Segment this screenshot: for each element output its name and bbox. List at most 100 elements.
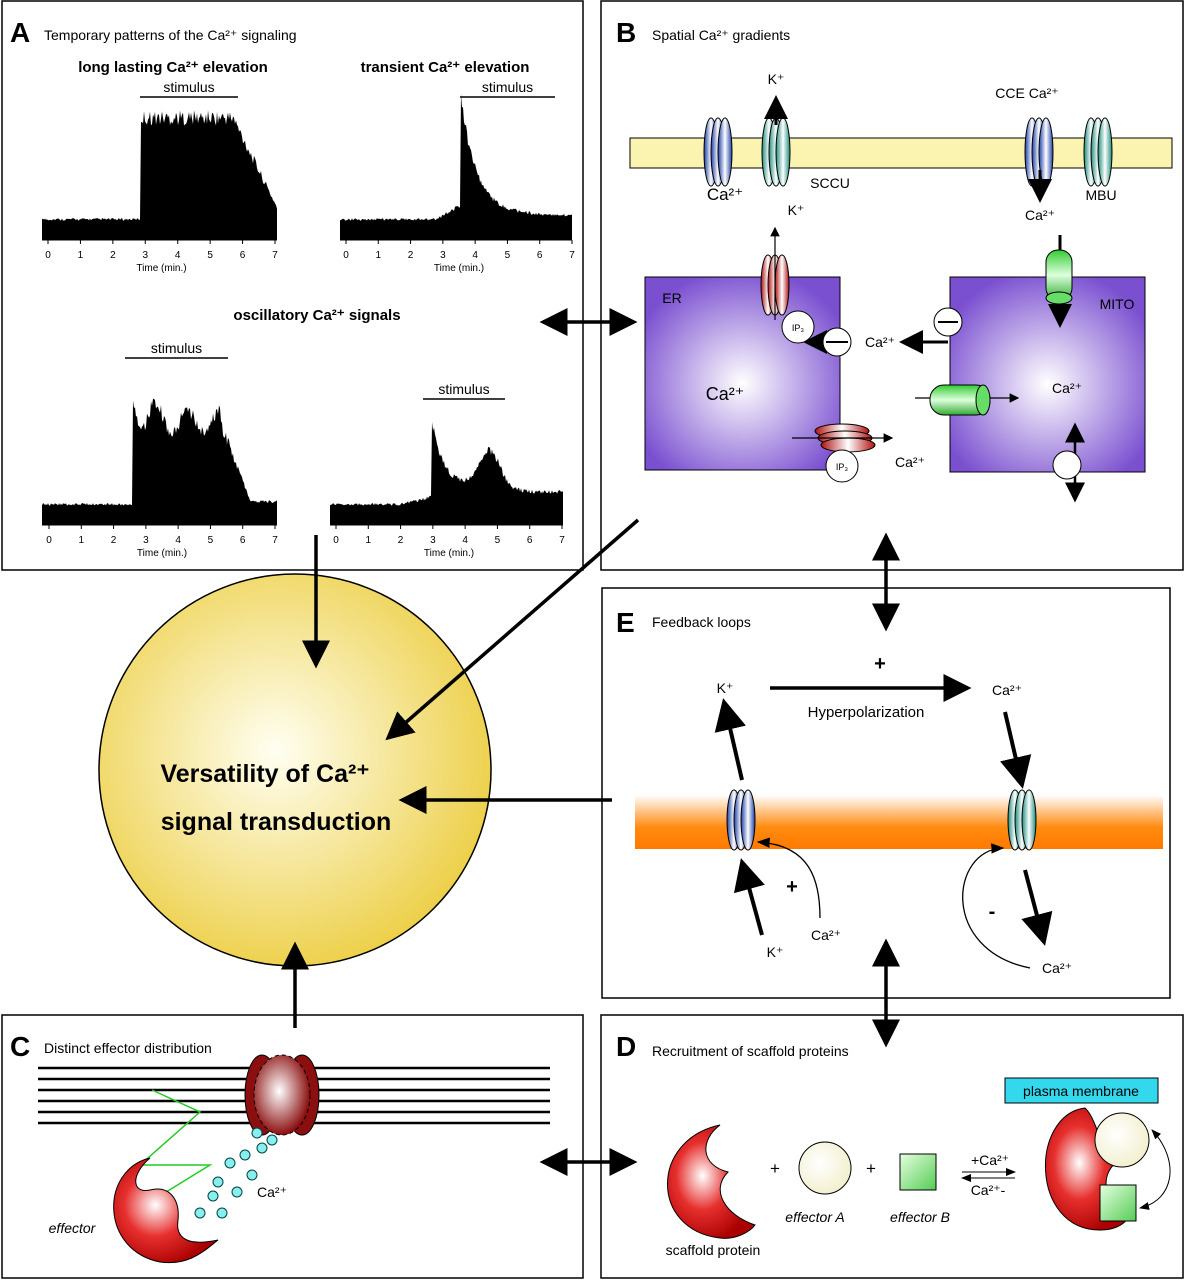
ip3: IP₃	[792, 323, 805, 333]
panel-letter: D	[616, 1031, 636, 1062]
x-tick-label: 6	[240, 535, 246, 546]
label: Ca²⁺	[1052, 380, 1082, 396]
channels	[726, 789, 1037, 851]
label: Ca²⁺	[257, 1184, 287, 1200]
x-tick-label: 5	[495, 535, 501, 546]
label: Ca²⁺-	[971, 1182, 1006, 1198]
x-axis-label: Time (min.)	[424, 548, 474, 559]
panel-title: Temporary patterns of the Ca²⁺ signaling	[44, 27, 297, 43]
linker	[138, 1089, 213, 1206]
x-tick-label: 1	[79, 535, 85, 546]
x-tick-label: 2	[408, 250, 414, 261]
trace	[42, 398, 277, 525]
x-tick-label: 2	[111, 535, 117, 546]
label: Ca²⁺	[992, 682, 1022, 698]
sign: -	[989, 901, 996, 923]
x-tick-label: 7	[559, 535, 565, 546]
label: Ca²⁺	[706, 384, 745, 404]
x-tick-label: 1	[78, 250, 84, 261]
x-tick-label: 5	[208, 535, 214, 546]
label: K⁺	[768, 71, 785, 87]
label: Ca²⁺	[1042, 960, 1072, 976]
x-tick-label: 0	[333, 535, 339, 546]
x-tick-label: 1	[376, 250, 382, 261]
x-tick-label: 7	[569, 250, 575, 261]
effector-b	[899, 1153, 937, 1191]
x-tick-label: 0	[45, 250, 51, 261]
x-tick-label: 3	[143, 535, 149, 546]
plots: 0 1 2 3 4 5 6 7 Time (min.) stimulus 0 1 2 3 4 5 6 7 Time …	[42, 79, 575, 559]
x-axis-label: Time (min.)	[136, 263, 186, 274]
plot-title: oscillatory Ca²⁺ signals	[233, 307, 400, 324]
x-tick-label: 1	[366, 535, 372, 546]
stimulus-label: stimulus	[438, 381, 489, 397]
stimulus-label: stimulus	[163, 79, 214, 95]
effector-b	[1099, 1184, 1137, 1222]
sign: +	[874, 653, 886, 675]
pumps	[781, 249, 1082, 483]
label: MITO	[1100, 296, 1135, 312]
x-tick-label: 4	[175, 250, 181, 261]
channel-subunit	[775, 117, 791, 187]
ip3: IP₃	[836, 462, 849, 472]
sign: +	[866, 1159, 876, 1178]
panel-title: Spatial Ca²⁺ gradients	[652, 27, 790, 43]
label: effector B	[890, 1209, 950, 1225]
panel-letter: E	[616, 607, 635, 638]
x-tick-label: 7	[272, 535, 278, 546]
effector-a	[1094, 1112, 1150, 1168]
label: Hyperpolarization	[808, 704, 925, 721]
e-arrows	[714, 674, 1053, 969]
channel-red	[244, 1054, 320, 1136]
x-axis-label: Time (min.)	[137, 548, 187, 559]
x-tick-label: 3	[440, 250, 446, 261]
channel-subunit	[717, 117, 733, 187]
label: Ca²⁺	[1025, 207, 1055, 223]
panel-title: Feedback loops	[652, 614, 751, 630]
mito	[949, 276, 1146, 473]
stimulus-label: stimulus	[482, 79, 533, 95]
effector-a	[798, 1141, 852, 1195]
x-tick-label: 6	[527, 535, 533, 546]
label: Ca²⁺	[865, 334, 895, 350]
label: Ca²⁺	[895, 454, 925, 470]
plot-title: long lasting Ca²⁺ elevation	[78, 59, 268, 76]
x-tick-label: 4	[472, 250, 478, 261]
x-tick-label: 4	[175, 535, 181, 546]
x-tick-label: 6	[240, 250, 246, 261]
x-tick-label: 5	[207, 250, 213, 261]
channel-subunit	[740, 789, 756, 851]
x-tick-label: 4	[462, 535, 468, 546]
label: SCCU	[810, 175, 850, 191]
equilibrium	[961, 1168, 1016, 1182]
trace	[42, 110, 277, 241]
panel-title: Recruitment of scaffold proteins	[652, 1043, 849, 1059]
label: K⁺	[717, 680, 734, 696]
label: K⁺	[767, 944, 784, 960]
x-tick-label: 3	[143, 250, 149, 261]
x-tick-label: 3	[430, 535, 436, 546]
x-tick-label: 0	[46, 535, 52, 546]
plasma-membrane	[1004, 1077, 1159, 1104]
channel-subunit	[1097, 117, 1113, 187]
sign: +	[786, 876, 798, 898]
label: Ca²⁺	[811, 927, 841, 943]
effector	[113, 1157, 219, 1264]
ca-dots	[194, 1127, 278, 1219]
connector-arrows	[281, 308, 900, 1176]
channel-subunit	[1021, 789, 1037, 851]
loop	[1139, 1129, 1171, 1210]
sign: +	[770, 1159, 780, 1178]
panel-letter: C	[10, 1031, 30, 1062]
label: effector A	[785, 1209, 844, 1225]
x-tick-label: 7	[272, 250, 278, 261]
x-tick-label: 2	[110, 250, 116, 261]
panel-title: Distinct effector distribution	[44, 1040, 212, 1056]
plot-title: transient Ca²⁺ elevation	[361, 59, 530, 76]
x-axis-label: Time (min.)	[434, 263, 484, 274]
channels	[703, 117, 1113, 453]
label: effector	[49, 1220, 97, 1236]
channel-subunit	[820, 437, 876, 453]
membrane	[635, 795, 1163, 849]
